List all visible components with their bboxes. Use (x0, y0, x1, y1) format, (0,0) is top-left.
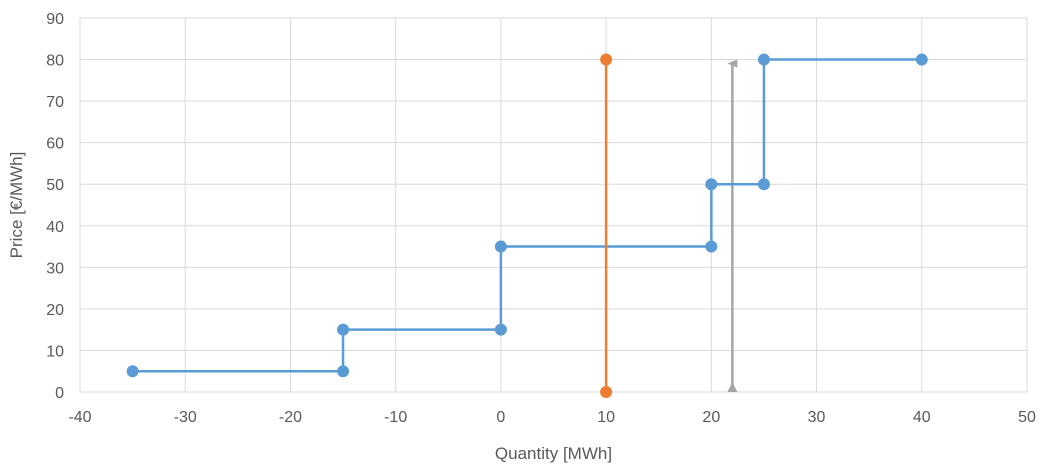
y-tick-label: 10 (46, 343, 64, 360)
data-point (757, 53, 770, 66)
series-line-0 (132, 58, 922, 373)
y-tick-label: 70 (46, 94, 64, 111)
data-point (337, 365, 350, 378)
data-point (705, 240, 718, 253)
y-tick-label: 0 (55, 385, 64, 402)
x-tick-label: -40 (68, 409, 91, 426)
data-point (757, 178, 770, 191)
series-layer (126, 53, 928, 398)
x-tick-label: 20 (702, 409, 720, 426)
y-axis-label: Price [€/MWh] (7, 152, 26, 259)
x-axis-label: Quantity [MWh] (495, 444, 612, 463)
data-point (337, 323, 350, 336)
x-tick-label: 40 (913, 409, 931, 426)
x-tick-label: 30 (808, 409, 826, 426)
y-tick-label: 80 (46, 53, 64, 70)
y-tick-label: 40 (46, 219, 64, 236)
data-point (600, 53, 613, 66)
y-tick-label: 20 (46, 302, 64, 319)
data-point (915, 53, 928, 66)
data-point (494, 240, 507, 253)
data-point (126, 365, 139, 378)
y-tick-label: 90 (46, 11, 64, 28)
y-tick-label: 60 (46, 136, 64, 153)
x-tick-label: 0 (496, 409, 505, 426)
y-tick-label: 30 (46, 260, 64, 277)
data-point (600, 386, 613, 398)
grid (79, 17, 1028, 393)
x-tick-label: 10 (597, 409, 615, 426)
tick-labels: -40 -30 -20 -10 0 10 20 30 40 50 0 10 20 30 40 50 60 70 80… (46, 11, 1036, 426)
data-point (494, 323, 507, 336)
arrow-base-marker (727, 382, 738, 392)
x-tick-label: 50 (1018, 409, 1036, 426)
x-tick-label: -20 (279, 409, 302, 426)
y-tick-label: 50 (46, 177, 64, 194)
x-tick-label: -10 (384, 409, 407, 426)
x-tick-label: -30 (174, 409, 197, 426)
data-point (705, 178, 718, 191)
